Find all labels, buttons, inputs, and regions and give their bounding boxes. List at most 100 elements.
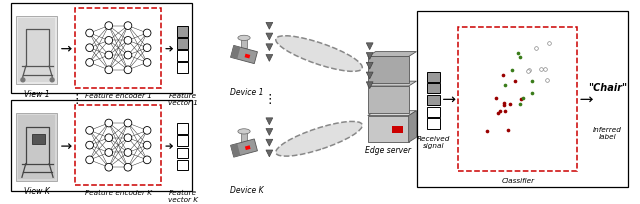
Circle shape [124,67,132,74]
Circle shape [86,45,93,52]
Polygon shape [368,82,417,87]
Polygon shape [368,52,417,57]
Point [527,80,537,83]
Bar [241,132,246,142]
Bar [177,136,189,146]
Bar [76,106,161,185]
Circle shape [21,79,25,82]
Point [536,68,546,71]
Bar [16,113,57,181]
Bar [230,46,257,64]
Point [493,112,503,115]
Text: ⋮: ⋮ [263,92,276,105]
Text: View K: View K [24,186,49,195]
Bar [427,95,440,106]
Bar [18,115,55,179]
Text: "Chair": "Chair" [588,82,627,92]
Bar [177,51,189,62]
Text: Edge server: Edge server [365,145,411,154]
Bar [31,135,45,144]
Polygon shape [266,150,273,157]
FancyBboxPatch shape [368,87,409,113]
Circle shape [105,164,113,171]
Bar [177,148,189,159]
Point [515,57,525,60]
Polygon shape [266,118,273,125]
Circle shape [124,164,132,171]
Ellipse shape [276,122,362,156]
Circle shape [124,52,132,60]
Circle shape [143,59,151,67]
Point [523,70,533,74]
Text: Received
signal: Received signal [417,136,451,149]
Bar [417,12,628,187]
Point [540,69,550,72]
Polygon shape [409,111,417,143]
Point [531,47,541,50]
Text: Device K: Device K [230,185,264,194]
Bar [458,28,577,172]
Bar [177,160,189,171]
Circle shape [124,23,132,30]
Bar [11,101,193,191]
Text: Feature
vector K: Feature vector K [168,189,198,202]
Bar [427,119,440,129]
Circle shape [124,37,132,45]
Bar [427,84,440,94]
Circle shape [143,142,151,149]
Polygon shape [266,140,273,146]
Point [513,53,523,56]
Ellipse shape [238,129,250,134]
Bar [241,39,246,49]
FancyBboxPatch shape [368,57,409,84]
Text: Feature encoder 1: Feature encoder 1 [85,92,152,98]
Text: ⋮: ⋮ [70,92,83,105]
Text: Feature
vector 1: Feature vector 1 [168,92,198,105]
Point [481,130,492,133]
Circle shape [50,79,54,82]
Polygon shape [266,45,273,51]
Polygon shape [368,111,417,116]
Point [515,103,525,106]
Text: Inferred
label: Inferred label [593,126,622,139]
Text: Classifier: Classifier [501,177,534,183]
Bar [230,46,241,60]
Bar [177,27,189,37]
Point [509,80,520,83]
Circle shape [143,45,151,52]
Bar [177,63,189,74]
Circle shape [105,52,113,60]
Bar [245,146,251,150]
Bar [392,127,403,133]
Circle shape [105,23,113,30]
Polygon shape [266,129,273,136]
Point [544,42,554,46]
Polygon shape [266,23,273,30]
Bar [244,54,250,59]
Point [507,69,517,72]
Point [497,74,508,77]
Bar [18,18,55,82]
Bar [427,107,440,117]
Circle shape [105,134,113,142]
Text: Feature encoder K: Feature encoder K [85,189,152,195]
Circle shape [105,149,113,157]
Polygon shape [366,44,373,50]
Point [503,129,513,132]
Bar [230,144,241,157]
Point [505,103,515,107]
Circle shape [86,127,93,135]
Polygon shape [266,55,273,62]
Bar [16,17,57,84]
Bar [177,124,189,134]
FancyBboxPatch shape [368,116,409,143]
Circle shape [143,156,151,164]
Polygon shape [366,73,373,80]
Point [492,97,502,100]
Point [527,91,537,95]
Ellipse shape [238,36,250,41]
Point [541,79,552,82]
Circle shape [124,120,132,127]
Bar [427,72,440,82]
Circle shape [124,149,132,157]
